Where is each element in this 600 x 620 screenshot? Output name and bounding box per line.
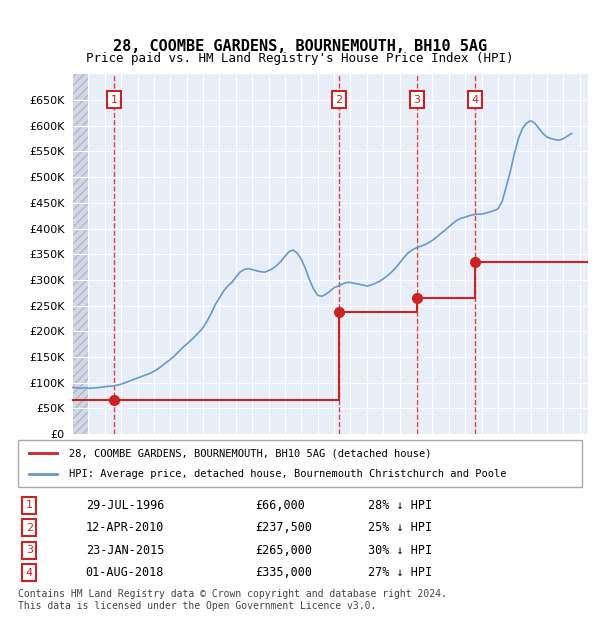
Text: HPI: Average price, detached house, Bournemouth Christchurch and Poole: HPI: Average price, detached house, Bour… — [69, 469, 506, 479]
Text: £237,500: £237,500 — [255, 521, 312, 534]
Text: £66,000: £66,000 — [255, 498, 305, 511]
Text: 01-AUG-2018: 01-AUG-2018 — [86, 566, 164, 579]
Text: 30% ↓ HPI: 30% ↓ HPI — [368, 544, 432, 557]
Text: 27% ↓ HPI: 27% ↓ HPI — [368, 566, 432, 579]
Text: Price paid vs. HM Land Registry's House Price Index (HPI): Price paid vs. HM Land Registry's House … — [86, 53, 514, 65]
Text: 3: 3 — [413, 95, 421, 105]
Text: 1: 1 — [110, 95, 118, 105]
Text: 1: 1 — [26, 500, 33, 510]
Text: 29-JUL-1996: 29-JUL-1996 — [86, 498, 164, 511]
Text: 28, COOMBE GARDENS, BOURNEMOUTH, BH10 5AG (detached house): 28, COOMBE GARDENS, BOURNEMOUTH, BH10 5A… — [69, 448, 431, 458]
Text: 28% ↓ HPI: 28% ↓ HPI — [368, 498, 432, 511]
Text: 28, COOMBE GARDENS, BOURNEMOUTH, BH10 5AG: 28, COOMBE GARDENS, BOURNEMOUTH, BH10 5A… — [113, 39, 487, 54]
Text: 12-APR-2010: 12-APR-2010 — [86, 521, 164, 534]
Text: Contains HM Land Registry data © Crown copyright and database right 2024.
This d: Contains HM Land Registry data © Crown c… — [18, 589, 447, 611]
Text: 4: 4 — [26, 568, 33, 578]
Text: 2: 2 — [26, 523, 33, 533]
Text: 25% ↓ HPI: 25% ↓ HPI — [368, 521, 432, 534]
Text: 2: 2 — [335, 95, 342, 105]
FancyBboxPatch shape — [18, 440, 582, 487]
Text: 3: 3 — [26, 545, 33, 555]
Text: £265,000: £265,000 — [255, 544, 312, 557]
Text: 4: 4 — [471, 95, 478, 105]
Text: 23-JAN-2015: 23-JAN-2015 — [86, 544, 164, 557]
Text: £335,000: £335,000 — [255, 566, 312, 579]
Bar — [72, 74, 88, 434]
